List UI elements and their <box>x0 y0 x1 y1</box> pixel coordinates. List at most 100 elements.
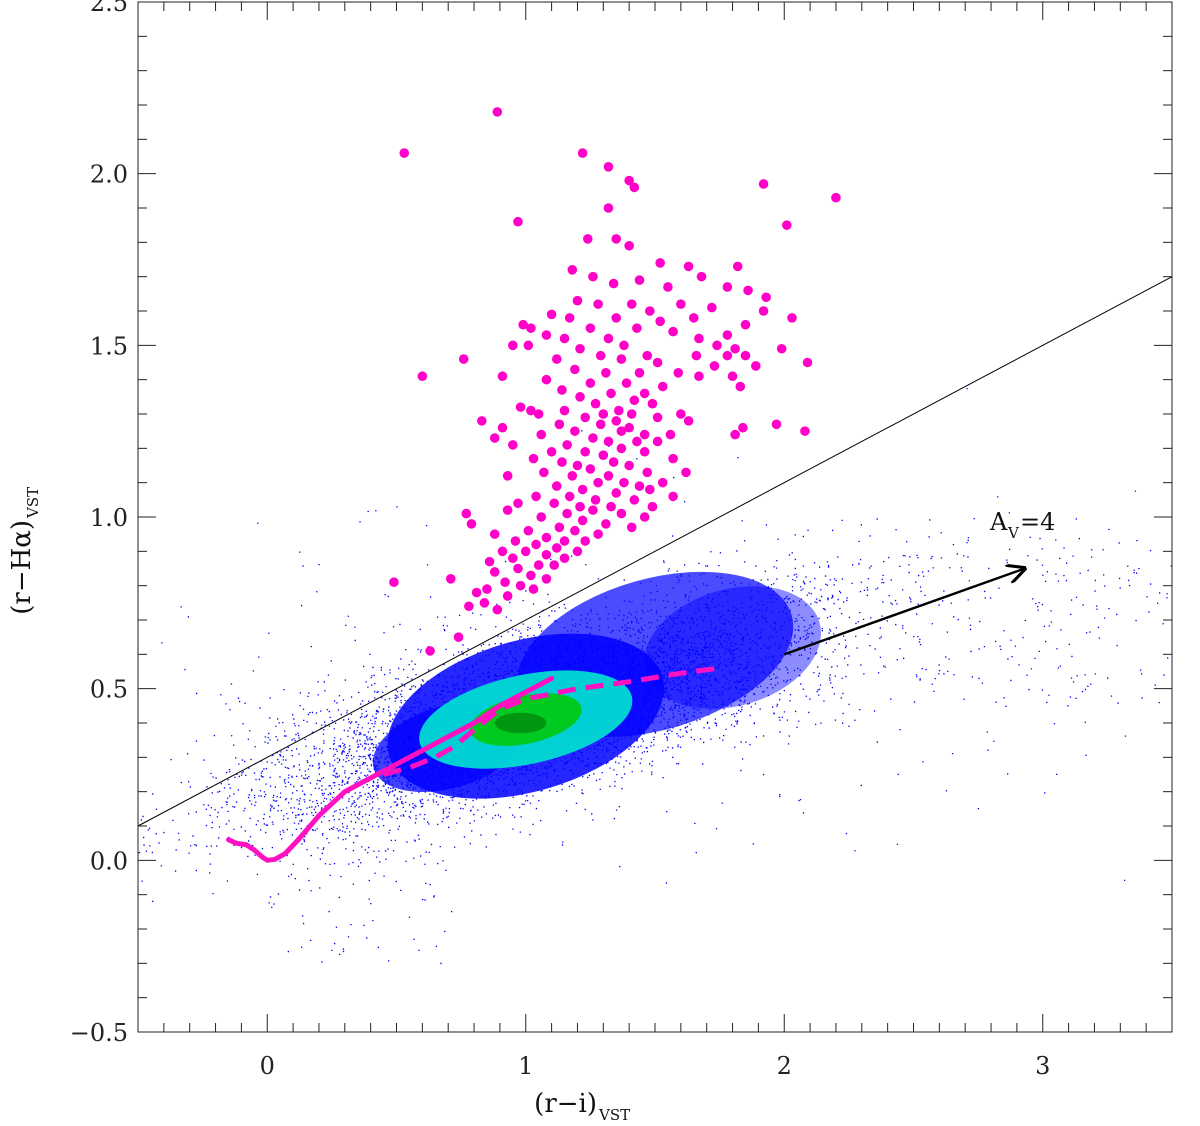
emitter-point <box>616 426 627 436</box>
emitter-point <box>722 350 733 361</box>
emitter-point <box>546 446 557 457</box>
emitter-point <box>526 323 536 333</box>
emitter-point <box>575 501 585 512</box>
emitter-point <box>668 326 678 337</box>
emitter-point <box>601 519 611 529</box>
emitter-point <box>570 525 580 536</box>
emitter-point <box>655 258 665 268</box>
emitter-point <box>603 333 614 344</box>
emitter-point <box>541 330 552 340</box>
emitter-point <box>582 234 593 244</box>
emitter-point <box>515 580 526 591</box>
emitter-point <box>464 601 474 612</box>
emitter-point <box>508 440 518 450</box>
emitter-point <box>668 453 678 464</box>
emitter-point <box>515 402 526 412</box>
emitter-point <box>694 371 704 382</box>
emitter-point <box>489 529 500 539</box>
emitter-point <box>546 309 557 320</box>
emitter-point <box>629 182 640 193</box>
av-annotation-value: =4 <box>1020 508 1055 536</box>
emitter-point <box>559 536 570 546</box>
emitter-point <box>492 107 503 117</box>
emitter-point <box>743 285 753 296</box>
emitter-point <box>541 574 552 584</box>
emitter-point <box>632 436 642 447</box>
emitter-point <box>657 477 668 488</box>
y-tick-label: 2.0 <box>90 161 128 189</box>
emitter-point <box>533 409 544 419</box>
emitter-point <box>626 409 637 419</box>
emitter-point <box>520 546 531 557</box>
emitter-point <box>606 501 616 512</box>
emitter-point <box>657 381 668 392</box>
emitter-point <box>575 392 585 402</box>
emitter-point <box>497 546 508 557</box>
emitter-point <box>691 350 702 361</box>
emitter-point <box>707 302 717 313</box>
emitter-point <box>639 446 650 457</box>
emitter-point <box>624 175 634 186</box>
emitter-point <box>508 340 518 351</box>
emitter-point <box>580 536 591 546</box>
emitter-point <box>611 234 622 244</box>
emitter-point <box>564 313 575 323</box>
emitter-point <box>567 265 578 275</box>
emitter-point <box>629 495 640 505</box>
emitter-point <box>533 560 544 570</box>
emitter-point <box>771 419 782 430</box>
emitter-point <box>611 488 622 498</box>
emitter-point <box>639 429 650 440</box>
emitter-point <box>611 416 622 426</box>
emitter-point <box>624 460 634 471</box>
emitter-point <box>663 282 673 292</box>
plot-frame <box>137 1 1173 1033</box>
emitter-point <box>634 275 645 285</box>
emitter-point <box>802 357 813 368</box>
emitter-point <box>634 481 645 491</box>
reddening-arrow-group <box>783 569 1024 656</box>
emitter-point <box>616 508 627 519</box>
emitter-point <box>551 543 562 553</box>
emitter-point <box>588 271 598 282</box>
emitter-point <box>492 604 503 615</box>
emitter-point <box>709 361 720 371</box>
emitter-point <box>577 148 588 158</box>
emitter-point <box>399 148 410 158</box>
emitter-point <box>564 491 575 502</box>
y-tick-label: 0.5 <box>90 676 128 704</box>
emitter-point <box>541 532 552 543</box>
emitter-point <box>497 422 508 433</box>
emitter-point <box>645 484 655 495</box>
x-axis-label-subscript: VST <box>598 1106 630 1124</box>
emitter-point <box>461 508 472 519</box>
x-tick-label: 2 <box>777 1052 792 1080</box>
emitter-point <box>453 632 464 642</box>
emitter-point <box>673 368 684 378</box>
emitter-point <box>458 354 469 364</box>
emitter-point <box>642 350 653 361</box>
emitter-point <box>489 433 500 443</box>
y-axis-label-subscript: VST <box>24 487 42 519</box>
emitter-point <box>531 491 541 502</box>
emitter-point <box>619 340 629 351</box>
emitter-point <box>603 162 614 172</box>
emitter-point <box>634 368 645 378</box>
emitter-point <box>590 398 601 409</box>
emitter-point <box>593 529 603 539</box>
emitter-point <box>513 216 523 227</box>
emitter-point <box>531 539 541 550</box>
y-axis-label-group: (r−Hα) VST <box>7 487 42 615</box>
emitter-point <box>761 292 771 303</box>
emitter-point <box>585 323 596 333</box>
x-tick-label: 0 <box>260 1052 275 1080</box>
emitter-point <box>593 299 603 309</box>
x-tick-label: 3 <box>1035 1052 1050 1080</box>
emitter-point <box>722 282 733 292</box>
emitter-point <box>575 343 585 354</box>
emitter-point <box>608 278 619 289</box>
emitter-point <box>758 179 769 189</box>
emitter-point <box>831 192 841 203</box>
emitter-point <box>616 354 627 364</box>
emitter-point <box>526 570 536 581</box>
